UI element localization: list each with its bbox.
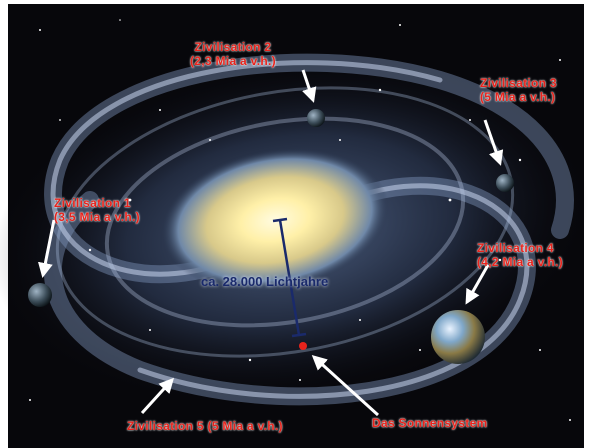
distance-measure bbox=[272, 217, 307, 338]
civ2-label: Zivilisation 2 (2,3 Mia a v.h.) bbox=[190, 40, 276, 68]
civ3-title: Zivilisation 3 bbox=[480, 76, 557, 90]
civ2-planet bbox=[307, 109, 325, 127]
civ1-detail: (3,5 Mia a v.h.) bbox=[54, 210, 140, 224]
civ1-label: Zivilisation 1 (3,5 Mia a v.h.) bbox=[54, 196, 140, 224]
distance-label: ca. 28.000 Lichtjahre bbox=[201, 274, 329, 289]
civ3-label: Zivilisation 3 (5 Mia a v.h.) bbox=[480, 76, 557, 104]
civ1-planet bbox=[28, 283, 52, 307]
spiral-arms bbox=[43, 53, 574, 406]
civ2-title: Zivilisation 2 bbox=[194, 40, 272, 54]
civ1-title: Zivilisation 1 bbox=[54, 196, 131, 210]
sun-label: Das Sonnensystem bbox=[372, 416, 488, 430]
civ3-planet bbox=[496, 174, 514, 192]
sun-title: Das Sonnensystem bbox=[372, 416, 488, 430]
stars bbox=[29, 19, 571, 421]
civ5-label: Zivilisation 5 (5 Mia a v.h.) bbox=[127, 419, 283, 433]
civ4-planet bbox=[431, 310, 485, 364]
sun-marker bbox=[299, 342, 307, 350]
pointer-arrows bbox=[37, 69, 504, 417]
civ4-detail: (4,2 Mia a v.h.) bbox=[477, 255, 563, 269]
civ4-label: Zivilisation 4 (4,2 Mia a v.h.) bbox=[477, 241, 563, 269]
civ2-detail: (2,3 Mia a v.h.) bbox=[190, 54, 276, 68]
civ4-title: Zivilisation 4 bbox=[477, 241, 554, 255]
civ3-detail: (5 Mia a v.h.) bbox=[480, 90, 556, 104]
civ5-title: Zivilisation 5 (5 Mia a v.h.) bbox=[127, 419, 283, 433]
